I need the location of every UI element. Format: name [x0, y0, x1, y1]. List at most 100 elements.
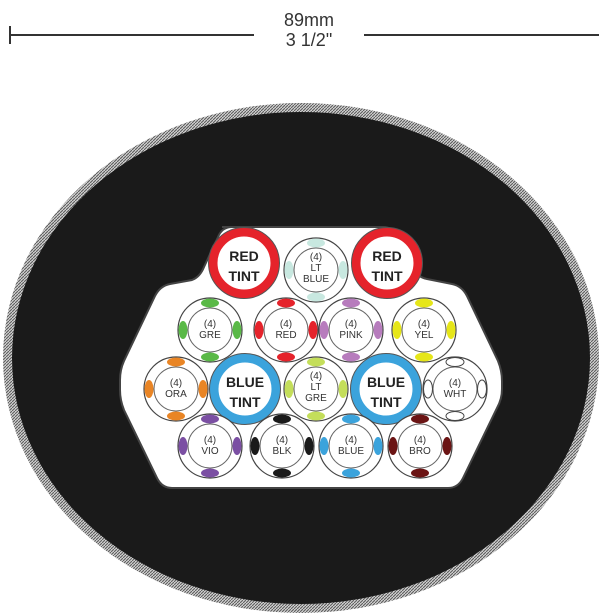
conductor-mark — [374, 321, 383, 339]
subunit-yel: (4)YEL — [392, 298, 456, 362]
conductor-mark — [285, 261, 294, 279]
conductor-mark — [273, 469, 291, 478]
subunit-label-line: GRE — [199, 330, 221, 341]
conductor-mark — [307, 358, 325, 367]
conductor-mark — [201, 415, 219, 424]
conductor-mark — [201, 353, 219, 362]
conductor-mark — [307, 293, 325, 302]
subunit-label-line: GRE — [305, 393, 327, 404]
subunit-red-tint-2: RED TINT — [352, 228, 423, 299]
subunit-blue-tint-1: BLUE TINT — [210, 354, 281, 425]
subunit-label-line: (4) — [418, 319, 430, 330]
subunit-label-line: (4) — [414, 435, 426, 446]
subunit-wht: (4)WHT — [423, 357, 487, 421]
subunit-label-line: YEL — [415, 330, 434, 341]
subunit-label-line: BLUE — [338, 446, 364, 457]
tint-label-line: RED — [372, 248, 402, 264]
conductor-mark — [285, 380, 294, 398]
subunit-vio: (4)VIO — [178, 414, 242, 478]
subunit-label-line: (4) — [276, 435, 288, 446]
tint-label-line: BLUE — [367, 374, 405, 390]
conductor-mark — [374, 437, 383, 455]
conductor-mark — [307, 239, 325, 248]
tint-label-line: TINT — [229, 394, 261, 410]
subunit-label-line: (4) — [204, 435, 216, 446]
conductor-mark — [277, 353, 295, 362]
conductor-mark — [255, 321, 264, 339]
tint-label-line: TINT — [370, 394, 402, 410]
subunit-pink: (4)PINK — [319, 298, 383, 362]
conductor-mark — [179, 437, 188, 455]
conductor-mark — [251, 437, 260, 455]
subunit-label-line: BRO — [409, 446, 431, 457]
subunit-blue: (4)BLUE — [319, 414, 383, 478]
subunit-label-line: BLK — [273, 446, 292, 457]
subunit-red-tint-1: RED TINT — [209, 228, 280, 299]
conductor-mark — [273, 415, 291, 424]
conductor-mark — [167, 358, 185, 367]
conductor-mark — [443, 437, 452, 455]
conductor-mark — [342, 299, 360, 308]
subunit-label-line: ORA — [165, 389, 187, 400]
conductor-mark — [199, 380, 208, 398]
conductor-mark — [342, 353, 360, 362]
subunit-label-line: (4) — [345, 319, 357, 330]
subunit-label-line: LT — [311, 382, 322, 393]
subunit-ora: (4)ORA — [144, 357, 208, 421]
conductor-mark — [201, 299, 219, 308]
cable-diameter-label: 89mm 3 1/2" — [254, 10, 364, 50]
conductor-mark — [389, 437, 398, 455]
subunit-label-line: PINK — [339, 330, 363, 341]
conductor-mark — [339, 261, 348, 279]
conductor-mark — [415, 353, 433, 362]
conductor-mark — [179, 321, 188, 339]
conductor-mark — [320, 437, 329, 455]
subunit-label-line: BLUE — [303, 274, 329, 285]
subunit-red: (4)RED — [254, 298, 318, 362]
conductor-mark — [201, 469, 219, 478]
subunit-label-line: RED — [275, 330, 296, 341]
conductor-mark — [320, 321, 329, 339]
tint-label-line: TINT — [228, 268, 260, 284]
conductor-mark — [167, 412, 185, 421]
subunit-blue-tint-2: BLUE TINT — [351, 354, 422, 425]
subunit-label-line: (4) — [280, 319, 292, 330]
subunit-label-line: (4) — [345, 435, 357, 446]
conductor-mark — [415, 299, 433, 308]
conductor-mark — [233, 321, 242, 339]
conductor-mark — [446, 358, 464, 367]
conductor-mark — [233, 437, 242, 455]
conductor-mark — [478, 380, 487, 398]
subunit-label-line: WHT — [444, 389, 467, 400]
subunit-label-line: (4) — [310, 371, 322, 382]
conductor-mark — [393, 321, 402, 339]
subunit-label-line: (4) — [449, 378, 461, 389]
conductor-mark — [411, 469, 429, 478]
conductor-mark — [446, 412, 464, 421]
conductor-mark — [342, 469, 360, 478]
conductor-mark — [305, 437, 314, 455]
subunit-label-line: (4) — [204, 319, 216, 330]
conductor-mark — [339, 380, 348, 398]
subunit-label-line: LT — [311, 263, 322, 274]
conductor-mark — [424, 380, 433, 398]
subunit-label-line: (4) — [310, 252, 322, 263]
tint-label-line: TINT — [371, 268, 403, 284]
subunit-blk: (4)BLK — [250, 414, 314, 478]
subunit-bro: (4)BRO — [388, 414, 452, 478]
conductor-mark — [145, 380, 154, 398]
conductor-mark — [277, 299, 295, 308]
conductor-mark — [309, 321, 318, 339]
conductor-mark — [342, 415, 360, 424]
subunit-label-line: VIO — [201, 446, 218, 457]
tint-label-line: BLUE — [226, 374, 264, 390]
diameter-metric: 89mm — [254, 10, 364, 30]
conductor-mark — [411, 415, 429, 424]
diameter-imperial: 3 1/2" — [254, 30, 364, 50]
tint-label-line: RED — [229, 248, 259, 264]
conductor-mark — [307, 412, 325, 421]
subunit-label-line: (4) — [170, 378, 182, 389]
